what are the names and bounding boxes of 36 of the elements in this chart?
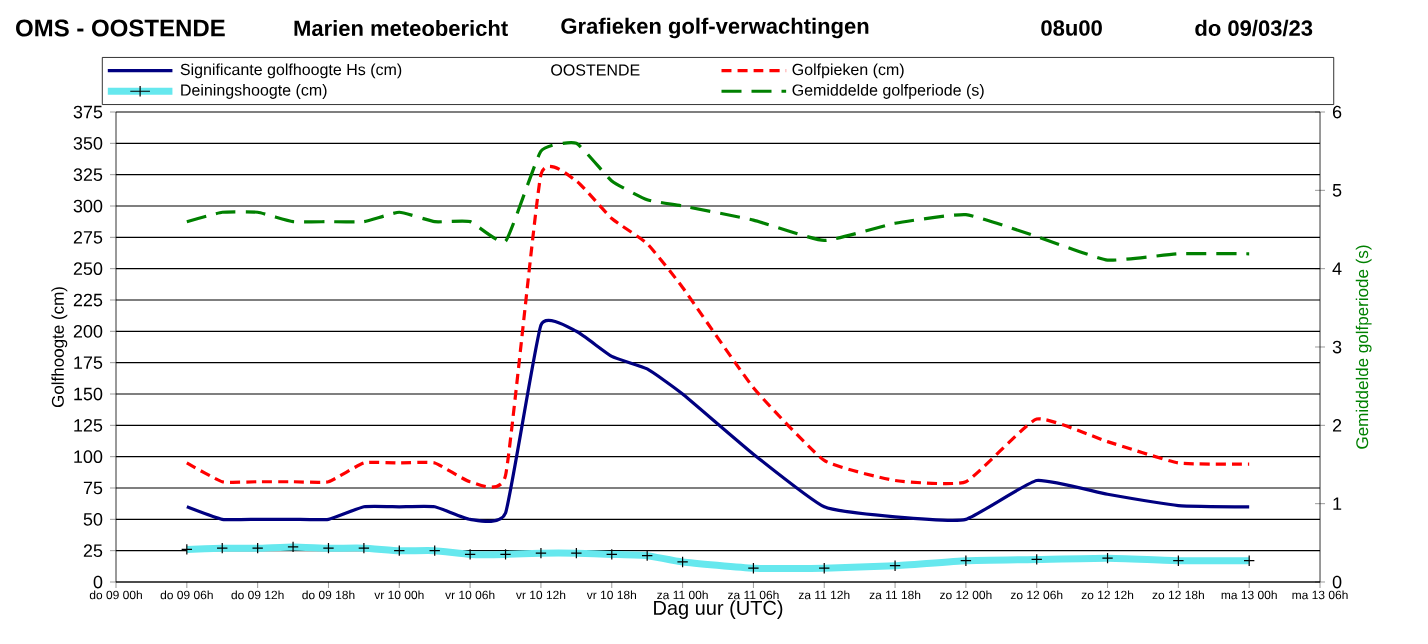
y-tick-label: 0 <box>93 575 103 589</box>
y-tick-label: 375 <box>73 105 103 119</box>
legend-label: Golfpieken (cm) <box>792 63 904 79</box>
text: 08u00 <box>1041 20 1102 36</box>
y2-tick-label: 1 <box>1333 497 1342 510</box>
y2-tick-label: 5 <box>1332 184 1342 197</box>
y-tick-label: 25 <box>83 544 103 558</box>
y-tick-label: 50 <box>83 512 103 526</box>
chart-subtitle: Marien meteobericht <box>294 19 508 37</box>
y2-tick-label: 4 <box>1332 262 1342 275</box>
text: do 09/03/23 <box>1195 19 1313 37</box>
y-tick-label: 150 <box>74 387 103 401</box>
y2-tick-label: 3 <box>1332 340 1342 354</box>
y2-tick-label: 2 <box>1332 419 1342 432</box>
y-tick-label: 325 <box>73 168 103 182</box>
y-tick-label: 275 <box>73 230 103 244</box>
y-tick-label: 200 <box>73 324 103 338</box>
legend-label: Significante golfhoogte Hs (cm) <box>180 63 402 79</box>
legend-label: Deiningshoogte (cm) <box>181 83 327 99</box>
y-tick-label: 250 <box>73 262 103 276</box>
y-tick-label: 100 <box>74 450 103 464</box>
chart-title: OMS - OOSTENDE <box>16 19 225 37</box>
y-tick-label: 225 <box>73 293 103 307</box>
legend-label: Gemiddelde golfperiode (s) <box>792 83 984 99</box>
y-tick-label: 75 <box>83 481 103 495</box>
y-tick-label: 175 <box>74 356 103 369</box>
y-tick-label: 125 <box>74 418 103 432</box>
text: Grafieken golf-verwachtingen <box>561 17 869 39</box>
y-tick-label: 300 <box>73 199 103 213</box>
y-axis-title: Golfhoogte (cm) <box>51 287 68 408</box>
x-axis-title: Dag uur (UTC) <box>654 600 783 619</box>
y2-tick-label: 0 <box>1332 575 1342 589</box>
text: OOSTENDE <box>551 64 640 76</box>
y2-axis-title: Gemiddelde golfperiode (s) <box>1355 245 1372 449</box>
y2-tick-label: 6 <box>1332 105 1342 119</box>
y-tick-label: 350 <box>73 136 103 150</box>
